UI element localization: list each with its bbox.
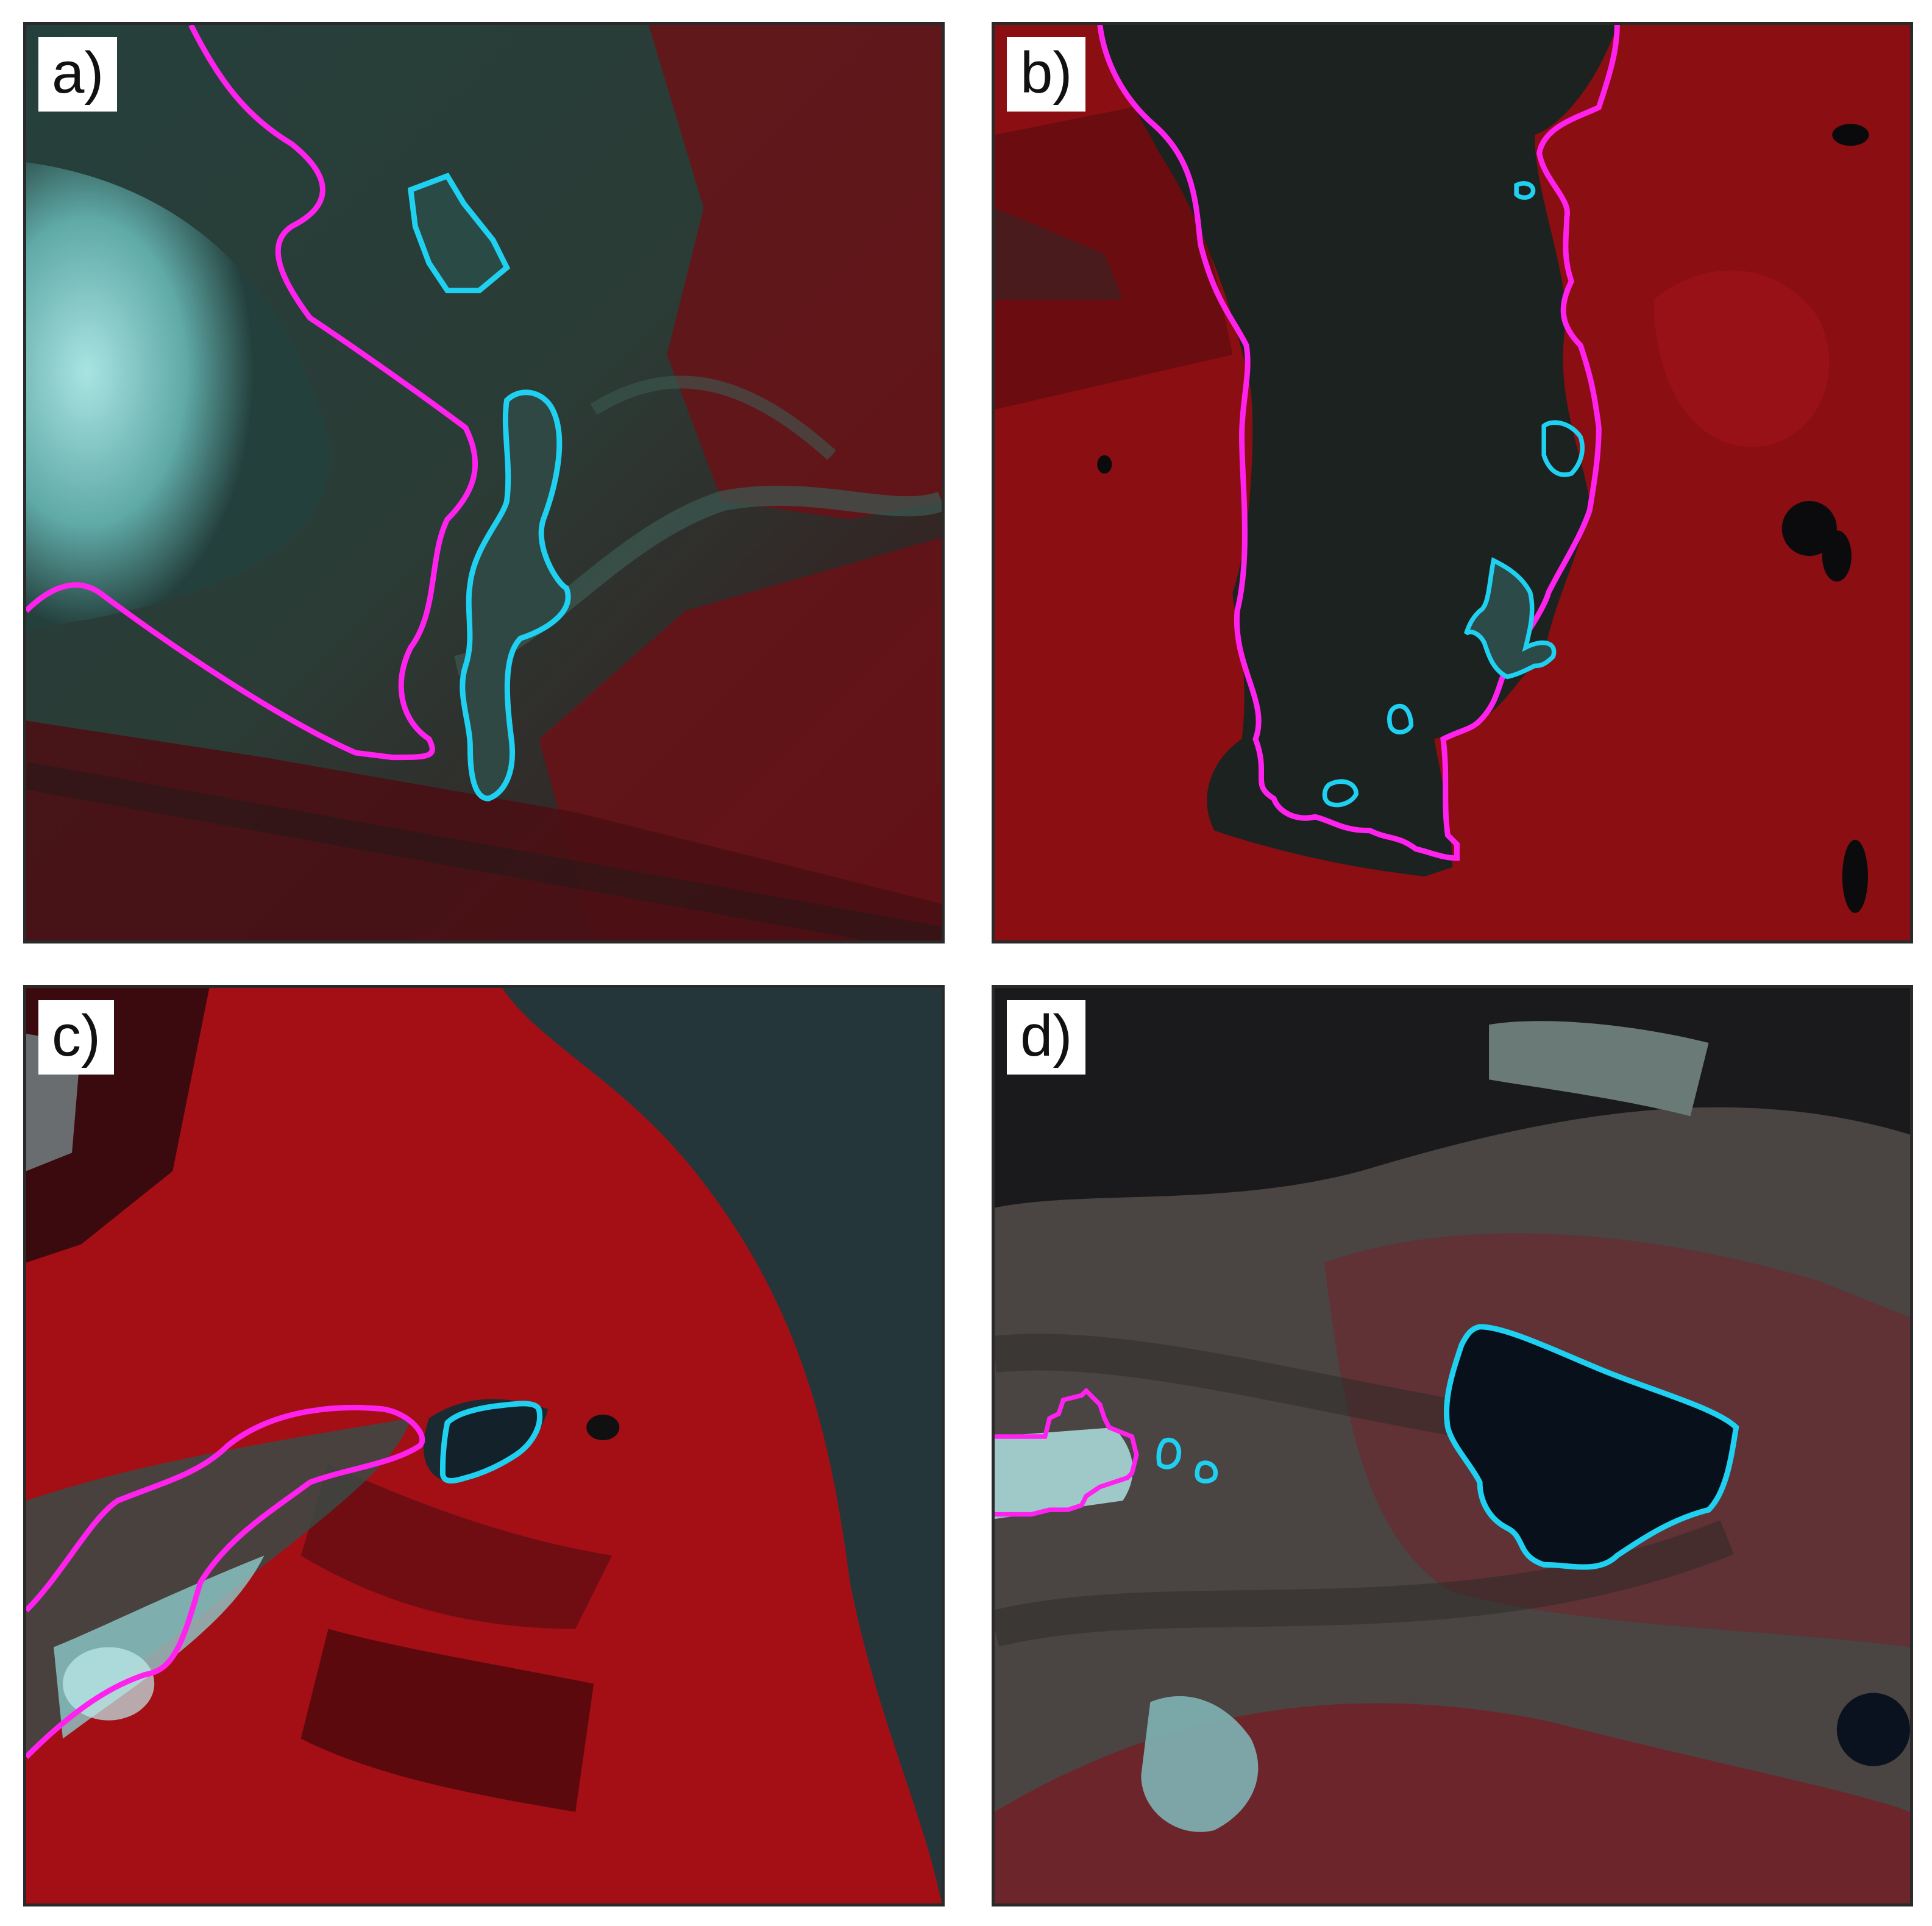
satellite-panel-c: c) [23,985,945,1906]
lake-outline-d-3 [1444,1324,1739,1570]
panel-b-image [995,25,1910,940]
satellite-panel-d: d) [992,985,1913,1906]
panel-label-a: a) [38,37,118,112]
glacier-outline-a [26,25,478,761]
lake-outline-c [439,1401,543,1484]
lake-outline-a-1 [407,172,511,294]
lake-outline-b-1 [1514,181,1536,200]
lake-outline-b-4 [1387,703,1414,735]
panel-label-c: c) [38,1000,114,1075]
glacier-outline-d [995,1387,1139,1517]
panel-d-image [995,988,1910,1903]
panel-label-d: d) [1007,1000,1086,1075]
panel-c-image [26,988,942,1903]
lake-outline-d-1 [1156,1437,1181,1469]
satellite-panel-a: a) [23,22,945,943]
lake-outline-b-2 [1541,420,1585,477]
glacier-outline-c [26,1405,425,1759]
glacier-outline-b [1097,25,1620,861]
satellite-panel-b: b) [992,22,1913,943]
panel-label-b: b) [1007,37,1086,112]
lake-outline-b-5 [1322,779,1359,808]
lake-outline-a-2 [460,389,571,801]
panel-a-image [26,25,942,940]
lake-outline-d-2 [1195,1460,1218,1484]
lake-outline-b-3 [1463,557,1557,680]
